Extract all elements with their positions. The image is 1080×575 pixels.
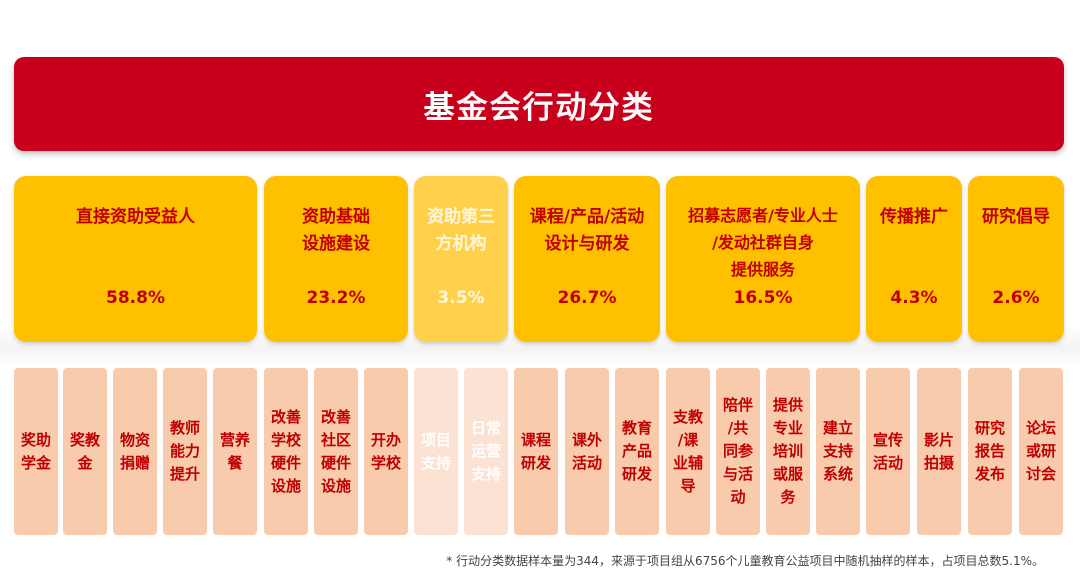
category-name: 研究倡导 (982, 207, 1050, 227)
subitem-box: 改善 社区 硬件 设施 (314, 368, 358, 535)
subitem-label: 论坛 或研 讨会 (1025, 419, 1056, 483)
subitem-label: 宣传 活动 (872, 430, 903, 472)
subitem-label: 陪伴 /共 同参 与活 动 (722, 396, 753, 506)
subitem-label: 项目 支持 (420, 430, 451, 472)
subitem-label: 提供 专业 培训 或服 务 (772, 396, 803, 506)
category-box-third-party: 资助第三 方机构 3.5% (414, 176, 508, 342)
category-box-research: 研究倡导 2.6% (968, 176, 1064, 342)
page-title: 基金会行动分类 (423, 89, 655, 126)
category-percent: 58.8% (106, 288, 165, 308)
subitem-box: 宣传 活动 (866, 368, 910, 535)
subitem-label: 奖教 金 (69, 430, 100, 472)
subitem-label: 日常 运营 支持 (470, 419, 501, 483)
subitem-box: 改善 学校 硬件 设施 (264, 368, 308, 535)
category-percent: 2.6% (992, 288, 1040, 308)
category-name: 资助第三 方机构 (427, 207, 495, 254)
subitem-label: 营养 餐 (219, 430, 250, 472)
subitem-box: 支教 /课 业辅 导 (666, 368, 710, 535)
subitem-box: 影片 拍摄 (917, 368, 961, 535)
subitem-box: 陪伴 /共 同参 与活 动 (716, 368, 760, 535)
category-box-curriculum: 课程/产品/活动 设计与研发 26.7% (514, 176, 660, 342)
subitem-box: 建立 支持 系统 (816, 368, 860, 535)
title-banner: 基金会行动分类 (14, 57, 1064, 151)
subitem-label: 影片 拍摄 (923, 430, 954, 472)
subitem-box: 营养 餐 (213, 368, 257, 535)
subitem-label: 奖助 学金 (20, 430, 51, 472)
category-box-promotion: 传播推广 4.3% (866, 176, 962, 342)
subitem-box: 物资 捐赠 (113, 368, 157, 535)
subitem-box: 日常 运营 支持 (464, 368, 508, 535)
subitem-label: 开办 学校 (370, 430, 401, 472)
subitem-label: 课程 研发 (520, 430, 551, 472)
footnote: * 行动分类数据样本量为344，来源于项目组从6756个儿童教育公益项目中随机抽… (446, 554, 1044, 568)
category-name: 资助基础 设施建设 (302, 207, 370, 254)
category-percent: 4.3% (890, 288, 938, 308)
subitem-label: 改善 社区 硬件 设施 (320, 407, 351, 495)
subitem-label: 教育 产品 研发 (621, 419, 652, 483)
subitem-box: 奖助 学金 (14, 368, 58, 535)
category-box-infrastructure: 资助基础 设施建设 23.2% (264, 176, 408, 342)
category-percent: 23.2% (306, 288, 366, 308)
category-name: 课程/产品/活动 设计与研发 (529, 207, 645, 254)
subitem-box: 课外 活动 (565, 368, 609, 535)
subitem-box: 奖教 金 (63, 368, 107, 535)
subitem-box: 教育 产品 研发 (615, 368, 659, 535)
subitem-box: 论坛 或研 讨会 (1019, 368, 1063, 535)
subitem-label: 物资 捐赠 (119, 430, 150, 472)
subitem-box: 教师 能力 提升 (163, 368, 207, 535)
subitem-box: 课程 研发 (514, 368, 558, 535)
category-percent: 3.5% (437, 288, 485, 308)
subitem-label: 建立 支持 系统 (822, 419, 853, 483)
subitem-label: 课外 活动 (571, 430, 602, 472)
subitem-box: 研究 报告 发布 (968, 368, 1012, 535)
category-name: 传播推广 (880, 207, 948, 227)
subitem-label: 改善 学校 硬件 设施 (270, 407, 301, 495)
category-percent: 26.7% (557, 288, 617, 308)
subitem-label: 教师 能力 提升 (169, 419, 200, 483)
subitem-box: 开办 学校 (364, 368, 408, 535)
subitem-box: 项目 支持 (414, 368, 458, 535)
category-name: 招募志愿者/专业人士 /发动社群自身 提供服务 (688, 206, 838, 279)
category-percent: 16.5% (733, 288, 793, 308)
subitem-label: 研究 报告 发布 (974, 419, 1005, 483)
category-box-direct-aid: 直接资助受益人 58.8% (14, 176, 257, 342)
category-name: 直接资助受益人 (76, 207, 195, 227)
subitem-label: 支教 /课 业辅 导 (672, 407, 703, 495)
category-box-volunteers: 招募志愿者/专业人士 /发动社群自身 提供服务 16.5% (666, 176, 860, 342)
subitem-box: 提供 专业 培训 或服 务 (766, 368, 810, 535)
